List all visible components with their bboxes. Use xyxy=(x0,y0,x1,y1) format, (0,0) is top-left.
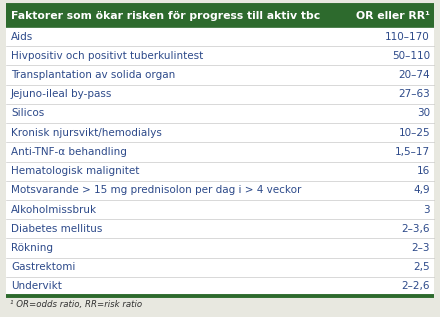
Text: Aids: Aids xyxy=(11,32,33,42)
Text: Faktorer som ökar risken för progress till aktiv tbc: Faktorer som ökar risken för progress ti… xyxy=(11,11,320,21)
Text: 50–110: 50–110 xyxy=(392,51,430,61)
Text: Motsvarande > 15 mg prednisolon per dag i > 4 veckor: Motsvarande > 15 mg prednisolon per dag … xyxy=(11,185,301,195)
Text: 27–63: 27–63 xyxy=(398,89,430,99)
Text: 2–3: 2–3 xyxy=(411,243,430,253)
Text: 3: 3 xyxy=(423,204,430,215)
Bar xyxy=(6,27,434,296)
Text: 110–170: 110–170 xyxy=(385,32,430,42)
Text: Jejuno-ileal by-pass: Jejuno-ileal by-pass xyxy=(11,89,112,99)
Text: ¹ OR=odds ratio, RR=risk ratio: ¹ OR=odds ratio, RR=risk ratio xyxy=(10,300,142,308)
Text: Hivpositiv och positivt tuberkulintest: Hivpositiv och positivt tuberkulintest xyxy=(11,51,203,61)
Text: Undervikt: Undervikt xyxy=(11,281,62,291)
Text: 2–3,6: 2–3,6 xyxy=(401,224,430,234)
Text: Alkoholmissbruk: Alkoholmissbruk xyxy=(11,204,97,215)
Text: 20–74: 20–74 xyxy=(398,70,430,80)
Text: Diabetes mellitus: Diabetes mellitus xyxy=(11,224,103,234)
Bar xyxy=(6,5,434,27)
Text: 2–2,6: 2–2,6 xyxy=(401,281,430,291)
Text: Transplantation av solida organ: Transplantation av solida organ xyxy=(11,70,175,80)
Text: Anti-TNF-α behandling: Anti-TNF-α behandling xyxy=(11,147,127,157)
Text: Gastrektomi: Gastrektomi xyxy=(11,262,75,272)
Text: 10–25: 10–25 xyxy=(398,128,430,138)
Text: Kronisk njursvikt/hemodialys: Kronisk njursvikt/hemodialys xyxy=(11,128,162,138)
Text: 4,9: 4,9 xyxy=(413,185,430,195)
Text: 2,5: 2,5 xyxy=(413,262,430,272)
Text: Rökning: Rökning xyxy=(11,243,53,253)
Text: Hematologisk malignitet: Hematologisk malignitet xyxy=(11,166,139,176)
Text: 30: 30 xyxy=(417,108,430,119)
Text: 1,5–17: 1,5–17 xyxy=(395,147,430,157)
Text: Silicos: Silicos xyxy=(11,108,44,119)
Text: OR eller RR¹: OR eller RR¹ xyxy=(356,11,430,21)
Text: 16: 16 xyxy=(417,166,430,176)
